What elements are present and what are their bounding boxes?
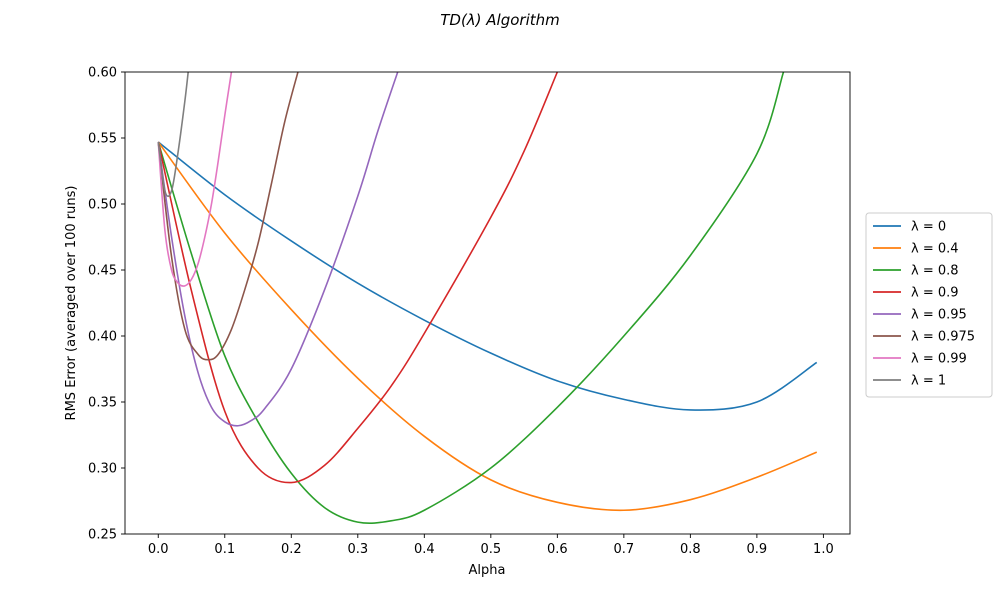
series-line-1: [157, 141, 818, 512]
plot-area: [124, 71, 851, 535]
legend-frame: [865, 212, 993, 398]
x-tick-label: 0.5: [480, 542, 501, 557]
y-tick-label: 0.35: [88, 396, 117, 411]
x-tick-label: 0.9: [747, 542, 768, 557]
series-lines: [157, 72, 818, 524]
y-tick-label: 0.40: [88, 330, 117, 345]
x-tick-label: 0.1: [214, 542, 235, 557]
x-tick-label: 0.2: [281, 542, 302, 557]
x-tick-label: 1.0: [813, 542, 834, 557]
legend-label: λ = 0: [911, 220, 946, 235]
y-axis: 0.25 0.30 0.35 0.40 0.45 0.50 0.55 0.60: [88, 66, 125, 543]
legend-label: λ = 0.95: [911, 308, 967, 323]
x-tick-label: 0.6: [547, 542, 568, 557]
y-axis-label: RMS Error (averaged over 100 runs): [64, 186, 79, 421]
legend-label: λ = 0.99: [911, 352, 967, 367]
series-line-7: [157, 72, 189, 198]
y-tick-label: 0.25: [88, 528, 117, 543]
y-tick-label: 0.55: [88, 132, 117, 147]
x-tick-label: 0.0: [148, 542, 169, 557]
series-line-2: [157, 72, 785, 524]
x-tick-label: 0.8: [680, 542, 701, 557]
x-tick-label: 0.4: [414, 542, 435, 557]
series-line-0: [157, 141, 818, 411]
legend-label: λ = 0.975: [911, 330, 975, 345]
legend-label: λ = 0.4: [911, 242, 959, 257]
legend-label: λ = 1: [911, 374, 946, 389]
x-tick-label: 0.3: [347, 542, 368, 557]
series-line-6: [157, 72, 233, 287]
x-tick-label: 0.7: [614, 542, 635, 557]
x-axis: 0.0 0.1 0.2 0.3 0.4 0.5 0.6 0.7 0.8 0.9 1.0: [148, 534, 834, 557]
y-tick-label: 0.45: [88, 264, 117, 279]
y-tick-label: 0.50: [88, 198, 117, 213]
series-line-4: [157, 72, 399, 427]
series-line-3: [157, 72, 559, 484]
plot-frame: [124, 71, 851, 535]
chart-title: TD(λ) Algorithm: [440, 11, 560, 29]
y-tick-label: 0.30: [88, 462, 117, 477]
legend-label: λ = 0.9: [911, 286, 959, 301]
series-line-5: [157, 72, 299, 361]
legend-label: λ = 0.8: [911, 264, 959, 279]
legend: λ = 0 λ = 0.4 λ = 0.8 λ = 0.9 λ = 0.95 λ = 0.…: [865, 212, 993, 398]
x-axis-label: Alpha: [469, 563, 506, 578]
y-tick-label: 0.60: [88, 66, 117, 81]
